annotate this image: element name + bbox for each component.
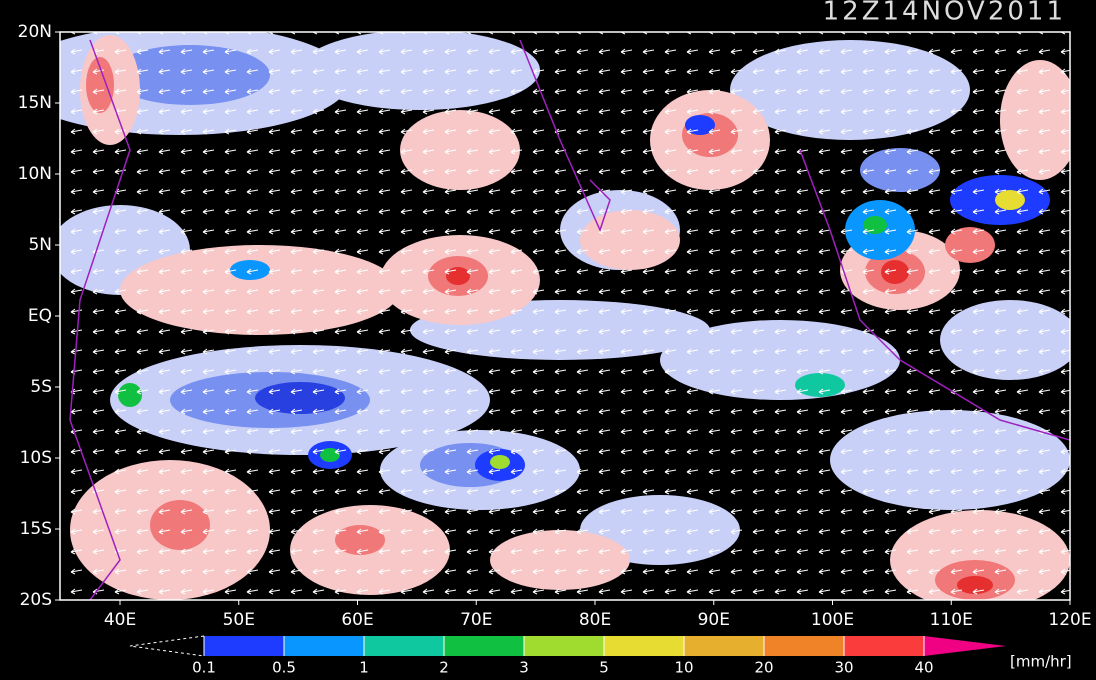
lat-label: 10N — [18, 164, 52, 184]
colorbar-label: 30 — [834, 659, 853, 677]
colorbar-segment — [204, 636, 284, 656]
colorbar: 0.1 0.5 1 2 3 5 10 20 30 40 [mm/hr] — [129, 635, 1072, 677]
colorbar-segment — [364, 636, 444, 656]
colorbar-label: 1 — [359, 659, 369, 677]
colorbar-segment — [524, 636, 604, 656]
colorbar-label: 10 — [674, 659, 693, 677]
map-title: 12Z14NOV2011 — [823, 0, 1066, 27]
lon-label: 110E — [930, 610, 973, 630]
lat-label: 15S — [20, 519, 52, 539]
lat-label: 15N — [18, 93, 52, 113]
colorbar-label: 40 — [914, 659, 933, 677]
colorbar-segment — [604, 636, 684, 656]
colorbar-over — [924, 636, 1006, 656]
axes: 20N 15N 10N 5N EQ 5S 10S 15S 20S 40E 50E 60E 70E 80E 9… — [18, 22, 1092, 630]
colorbar-segment — [844, 636, 924, 656]
colorbar-segment — [444, 636, 524, 656]
colorbar-label: 3 — [519, 659, 529, 677]
coastlines — [69, 39, 1070, 600]
lon-label: 70E — [460, 610, 492, 630]
lat-label: 5S — [30, 377, 52, 397]
lat-label: 5N — [28, 235, 52, 255]
colorbar-segment — [284, 636, 364, 656]
colorbar-segment — [764, 636, 844, 656]
lat-label: EQ — [28, 306, 52, 326]
lat-label: 10S — [20, 448, 52, 468]
lon-label: 90E — [698, 610, 730, 630]
lon-label: 60E — [341, 610, 373, 630]
lon-label: 80E — [579, 610, 611, 630]
colorbar-label: 2 — [439, 659, 449, 677]
colorbar-label: 20 — [754, 659, 773, 677]
colorbar-label: 5 — [599, 659, 609, 677]
colorbar-label: 0.1 — [192, 659, 216, 677]
colorbar-label: 0.5 — [272, 659, 296, 677]
colorbar-under — [129, 635, 205, 657]
colorbar-segment — [684, 636, 764, 656]
lon-label: 120E — [1048, 610, 1091, 630]
lon-label: 50E — [223, 610, 255, 630]
map-field — [60, 32, 1070, 600]
lon-label: 100E — [811, 610, 854, 630]
colorbar-unit: [mm/hr] — [1010, 653, 1072, 671]
lat-label: 20S — [20, 590, 52, 610]
wind-vectors — [60, 32, 1070, 600]
lat-label: 20N — [18, 22, 52, 42]
lon-label: 40E — [104, 610, 136, 630]
